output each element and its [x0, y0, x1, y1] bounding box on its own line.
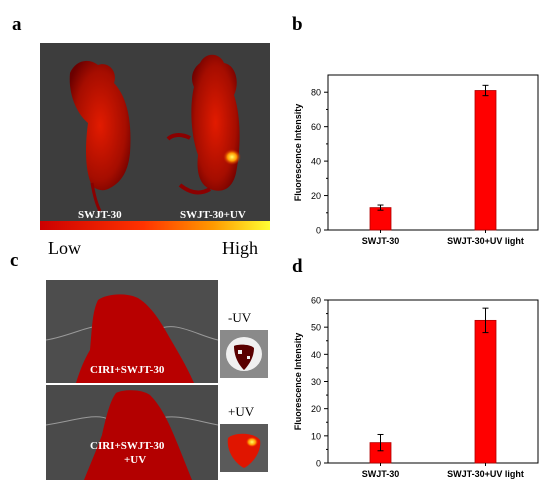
- chart-d-plot-frame: [327, 299, 539, 464]
- panel-letter-b: b: [292, 14, 303, 35]
- heart-image-minus-uv: [220, 330, 268, 378]
- panel-letter-c: c: [10, 250, 19, 271]
- chart-b-ytick-label: 0: [316, 226, 321, 236]
- brain-image-top-graphic: [46, 280, 218, 383]
- scale-low-label: Low: [48, 238, 81, 258]
- chart-d-xtick-label: SWJT-30: [362, 469, 400, 479]
- chart-b-plot-frame: [327, 74, 539, 231]
- brain-label-bottom-line1: CIRI+SWJT-30: [90, 440, 165, 452]
- chart-b-bar: [369, 207, 392, 231]
- brain-label-top: CIRI+SWJT-30: [90, 364, 165, 376]
- chart-d-ytick-label: 40: [311, 350, 321, 360]
- chart-d-ytick-label: 60: [311, 296, 321, 306]
- brain-image-bottom-graphic: [46, 385, 218, 480]
- brain-signal-bottom: [84, 390, 192, 480]
- left-mouse-shape: [69, 60, 131, 191]
- heart-label-minus-uv: -UV: [228, 310, 252, 325]
- chart-b-xtick-label: SWJT-30+UV light: [447, 236, 524, 246]
- brain-signal-top: [76, 294, 194, 383]
- chart-d-ylabel: Fluorescence Intensity: [293, 333, 303, 431]
- chart-b-ytick-label: 60: [311, 122, 321, 132]
- brain-image-top: CIRI+SWJT-30: [46, 280, 218, 383]
- right-mouse-shape: [191, 54, 240, 191]
- mouse-label-left: SWJT-30: [78, 209, 122, 221]
- chart-b-ytick-label: 20: [311, 191, 321, 201]
- mouse-fluorescence-image: SWJT-30 SWJT-30+UV: [40, 43, 270, 230]
- panel-letter-a: a: [12, 14, 22, 35]
- scale-high-label: High: [222, 238, 258, 258]
- chart-d-bar: [474, 319, 497, 464]
- brain-image-bottom: CIRI+SWJT-30 +UV: [46, 385, 218, 480]
- chart-d: 0 10 20 30 40 50 60 Fluorescence Intensity SWJT-…: [293, 296, 539, 479]
- intensity-scale-bar: [40, 221, 270, 230]
- chart-d-ytick-label: 20: [311, 404, 321, 414]
- chart-b-ytick-label: 80: [311, 88, 321, 98]
- chart-d-ytick-label: 50: [311, 323, 321, 333]
- chart-b-ytick-label: 40: [311, 157, 321, 167]
- chart-d-ytick-label: 30: [311, 377, 321, 387]
- heart-minus-uv-graphic: [220, 330, 268, 378]
- heart-image-plus-uv: [220, 424, 268, 472]
- hot-spot: [223, 149, 241, 165]
- heart-plus-uv-graphic: [220, 424, 268, 472]
- chart-d-xtick-label: SWJT-30+UV light: [447, 469, 524, 479]
- chart-d-ytick-label: 10: [311, 431, 321, 441]
- chart-b-xtick-label: SWJT-30: [362, 236, 400, 246]
- brain-label-bottom-line2: +UV: [124, 454, 147, 466]
- chart-b: 0 20 40 60 80 Fluorescence Intensity SWJT-30 SW…: [293, 74, 539, 246]
- mouse-label-right: SWJT-30+UV: [180, 209, 246, 221]
- heart-label-plus-uv: +UV: [228, 404, 255, 419]
- mouse-image-graphic: [40, 43, 270, 230]
- panel-letter-d: d: [292, 256, 303, 277]
- chart-d-ytick-label: 0: [316, 459, 321, 469]
- chart-b-ylabel: Fluorescence Intensity: [293, 104, 303, 202]
- chart-b-bar: [474, 90, 497, 231]
